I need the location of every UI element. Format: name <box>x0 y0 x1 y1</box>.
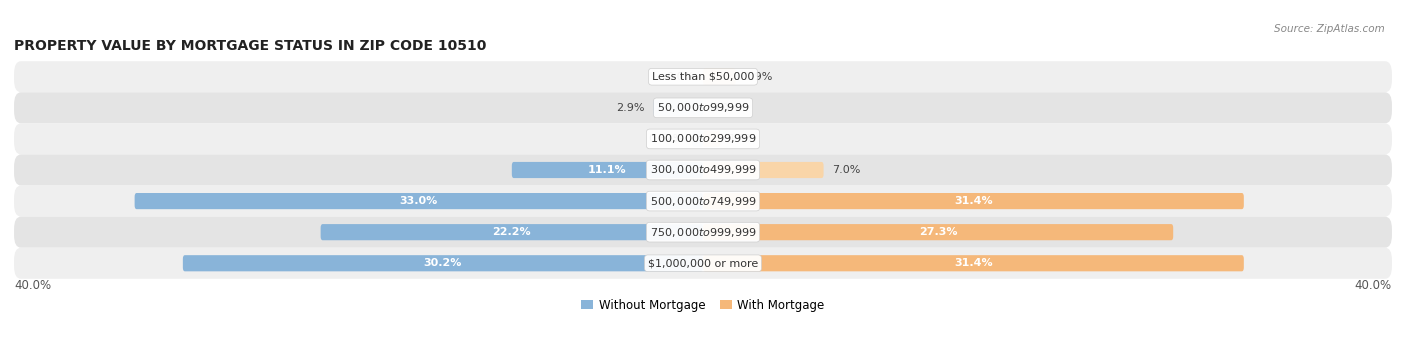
Text: $300,000 to $499,999: $300,000 to $499,999 <box>650 164 756 176</box>
Text: 1.0%: 1.0% <box>728 134 756 144</box>
Text: 31.4%: 31.4% <box>955 258 993 268</box>
FancyBboxPatch shape <box>321 224 703 240</box>
FancyBboxPatch shape <box>703 69 735 85</box>
FancyBboxPatch shape <box>692 131 703 147</box>
FancyBboxPatch shape <box>14 248 1392 279</box>
Text: 31.4%: 31.4% <box>955 196 993 206</box>
Text: 33.0%: 33.0% <box>399 196 437 206</box>
Text: $50,000 to $99,999: $50,000 to $99,999 <box>657 101 749 114</box>
FancyBboxPatch shape <box>512 162 703 178</box>
FancyBboxPatch shape <box>703 224 1173 240</box>
Text: 27.3%: 27.3% <box>920 227 957 237</box>
FancyBboxPatch shape <box>14 186 1392 217</box>
Text: Less than $50,000: Less than $50,000 <box>652 72 754 82</box>
FancyBboxPatch shape <box>703 162 824 178</box>
Text: 40.0%: 40.0% <box>1355 279 1392 292</box>
FancyBboxPatch shape <box>652 100 703 116</box>
Text: 0.0%: 0.0% <box>711 103 740 113</box>
Text: PROPERTY VALUE BY MORTGAGE STATUS IN ZIP CODE 10510: PROPERTY VALUE BY MORTGAGE STATUS IN ZIP… <box>14 39 486 53</box>
Text: 30.2%: 30.2% <box>423 258 463 268</box>
Text: $500,000 to $749,999: $500,000 to $749,999 <box>650 194 756 208</box>
Text: 7.0%: 7.0% <box>832 165 860 175</box>
FancyBboxPatch shape <box>183 255 703 271</box>
Text: 40.0%: 40.0% <box>14 279 51 292</box>
FancyBboxPatch shape <box>703 193 1244 209</box>
Text: $1,000,000 or more: $1,000,000 or more <box>648 258 758 268</box>
FancyBboxPatch shape <box>14 123 1392 154</box>
Legend: Without Mortgage, With Mortgage: Without Mortgage, With Mortgage <box>581 299 825 312</box>
FancyBboxPatch shape <box>703 255 1244 271</box>
Text: 1.9%: 1.9% <box>744 72 773 82</box>
FancyBboxPatch shape <box>14 154 1392 186</box>
Text: $100,000 to $299,999: $100,000 to $299,999 <box>650 132 756 146</box>
Text: Source: ZipAtlas.com: Source: ZipAtlas.com <box>1274 24 1385 34</box>
FancyBboxPatch shape <box>14 61 1392 92</box>
FancyBboxPatch shape <box>703 131 720 147</box>
Text: $750,000 to $999,999: $750,000 to $999,999 <box>650 226 756 239</box>
FancyBboxPatch shape <box>135 193 703 209</box>
Text: 0.62%: 0.62% <box>648 134 683 144</box>
Text: 2.9%: 2.9% <box>616 103 644 113</box>
Text: 0.0%: 0.0% <box>666 72 695 82</box>
FancyBboxPatch shape <box>14 217 1392 248</box>
FancyBboxPatch shape <box>14 92 1392 123</box>
Text: 11.1%: 11.1% <box>588 165 627 175</box>
Text: 22.2%: 22.2% <box>492 227 531 237</box>
